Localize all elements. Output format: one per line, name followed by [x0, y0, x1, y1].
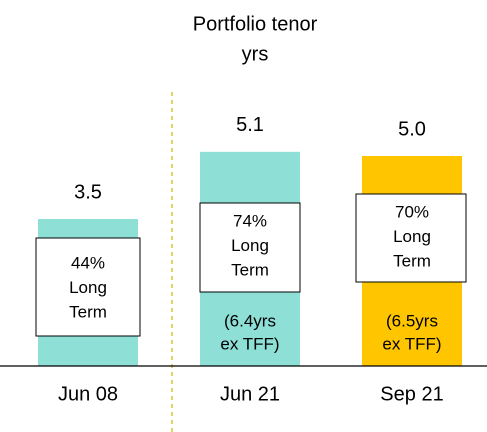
label-box [199, 202, 301, 293]
box-label: Long [69, 278, 107, 297]
value-label: 3.5 [74, 181, 102, 203]
box-label: 74% [233, 211, 267, 230]
note: ex TFF) [220, 334, 279, 353]
note: (6.5yrs [386, 311, 438, 330]
x-tick-label: Sep 21 [380, 383, 443, 405]
box-label: 44% [71, 253, 105, 272]
chart-subtitle: yrs [242, 43, 269, 65]
x-tick-label: Jun 21 [220, 383, 280, 405]
box-label: Long [231, 236, 269, 255]
x-tick-label: Jun 08 [58, 383, 118, 405]
box-label: Term [393, 251, 431, 270]
value-label: 5.1 [236, 114, 264, 136]
box-label: Term [231, 260, 269, 279]
note: ex TFF) [382, 334, 441, 353]
label-box [355, 193, 467, 283]
box-label: 70% [395, 202, 429, 221]
box-label: Term [69, 302, 107, 321]
value-label: 5.0 [398, 118, 426, 140]
chart-title: Portfolio tenor [193, 13, 318, 35]
note: (6.4yrs [224, 311, 276, 330]
box-label: Long [393, 227, 431, 246]
label-box [35, 237, 141, 337]
